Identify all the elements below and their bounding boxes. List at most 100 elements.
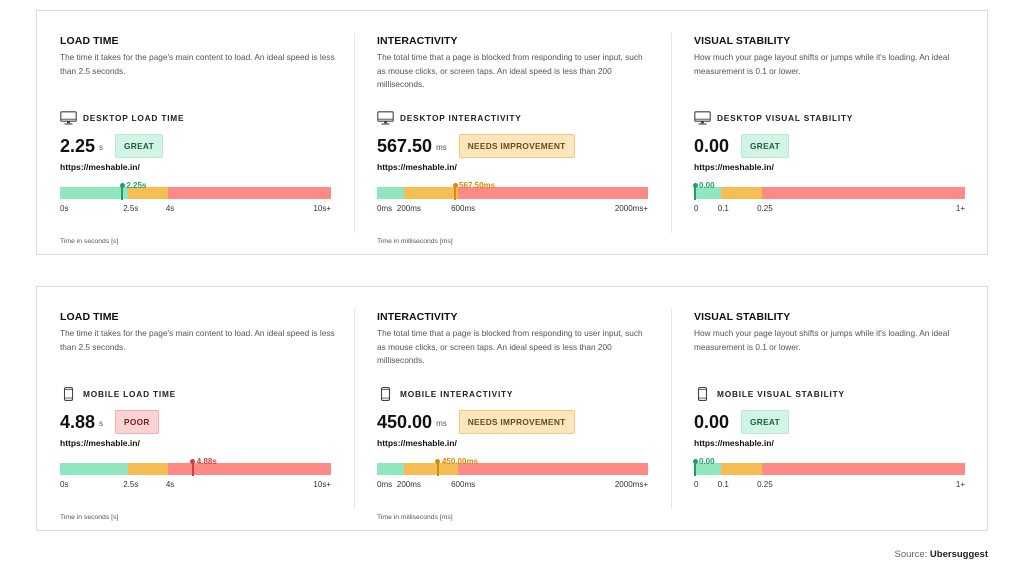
value-marker: 0.00 — [692, 181, 715, 200]
axis-tick-label: 0s — [60, 480, 69, 489]
range-bar-group: 0.00 0 0.1 0.25 1+ — [692, 175, 965, 235]
axis-tick-label: 4s — [165, 204, 175, 213]
device-heading: DESKTOP VISUAL STABILITY — [694, 111, 853, 125]
good-range-segment — [694, 463, 722, 475]
range-bar: 4.88s — [60, 457, 331, 476]
axis-tick-label: 0.25 — [757, 480, 773, 489]
desktop-monitor-icon — [694, 111, 711, 125]
axis-tick-label: 0ms — [377, 480, 393, 489]
mobile-phone-icon — [60, 387, 77, 401]
status-badge: NEEDS IMPROVEMENT — [458, 410, 575, 434]
device-heading: DESKTOP INTERACTIVITY — [377, 111, 522, 125]
marker-value-label: 567.50ms — [459, 181, 496, 190]
metric-value: 2.25 — [60, 135, 96, 156]
column-divider — [671, 309, 672, 509]
device-heading: MOBILE VISUAL STABILITY — [694, 387, 845, 401]
marker-value-label: 2.25s — [126, 181, 147, 190]
metric-column: LOAD TIME The time it takes for the page'… — [37, 11, 354, 254]
page-url: https://meshable.in/ — [60, 162, 140, 172]
metric-value-row: 2.25 s GREAT — [60, 133, 163, 159]
poor-range-segment — [458, 187, 648, 199]
value-marker: 2.25s — [119, 181, 146, 200]
page-url: https://meshable.in/ — [377, 162, 457, 172]
marker-value-label: 4.88s — [196, 457, 217, 466]
metric-description: The total time that a page is blocked fr… — [377, 328, 643, 365]
marker-pin-icon — [692, 459, 698, 464]
marker-pin-icon — [435, 459, 441, 464]
metric-column-inner: VISUAL STABILITY How much your page layou… — [692, 35, 966, 245]
source-prefix: Source: — [894, 549, 928, 560]
device-metric-label: DESKTOP VISUAL STABILITY — [717, 113, 854, 123]
axis-tick-label: 0.25 — [757, 204, 773, 213]
column-divider — [354, 33, 355, 233]
mobile-phone-icon — [377, 387, 394, 401]
device-metric-label: DESKTOP INTERACTIVITY — [400, 113, 522, 123]
good-range-segment — [60, 463, 128, 475]
marker-pin-icon — [119, 183, 125, 188]
metric-value-row: 0.00 GREAT — [694, 409, 789, 435]
axis-tick-label: 2.5s — [123, 204, 139, 213]
good-range-segment — [377, 463, 405, 475]
metric-title: INTERACTIVITY — [377, 311, 458, 323]
device-heading: MOBILE LOAD TIME — [60, 387, 176, 401]
desktop-monitor-icon — [60, 111, 77, 125]
metric-column: VISUAL STABILITY How much your page layou… — [671, 287, 988, 530]
metric-column-inner: VISUAL STABILITY How much your page layou… — [692, 311, 966, 521]
needs-improvement-range-segment — [404, 187, 459, 199]
metric-description: The total time that a page is blocked fr… — [377, 52, 643, 89]
metric-unit: s — [99, 142, 104, 152]
range-bar: 0.00 — [692, 457, 965, 476]
marker-pin-icon — [452, 183, 458, 188]
device-metric-label: DESKTOP LOAD TIME — [83, 113, 185, 123]
metric-column-inner: LOAD TIME The time it takes for the page'… — [60, 35, 335, 245]
metric-value-row: 450.00 ms NEEDS IMPROVEMENT — [377, 409, 575, 435]
source-credit: Source: Ubersuggest — [895, 549, 988, 560]
axis-tick-label: 0.1 — [717, 204, 729, 213]
axis-tick-label: 10s+ — [313, 480, 331, 489]
axis-caption: Time in milliseconds [ms] — [377, 514, 453, 521]
status-badge: GREAT — [115, 134, 163, 158]
marker-value-label: 0.00 — [699, 181, 715, 190]
axis-tick-label: 200ms — [396, 204, 421, 213]
metric-value: 0.00 — [694, 411, 730, 432]
axis-caption: Time in seconds [s] — [60, 238, 119, 245]
good-range-segment — [377, 187, 405, 199]
metric-title: LOAD TIME — [60, 311, 119, 323]
axis-tick-label: 0ms — [377, 204, 393, 213]
good-range-segment — [694, 187, 722, 199]
axis-tick-label: 0 — [694, 204, 699, 213]
metric-description: The time it takes for the page's main co… — [60, 52, 335, 76]
marker-pin-icon — [692, 183, 698, 188]
metric-value-row: 0.00 GREAT — [694, 133, 789, 159]
mobile-phone-icon — [694, 387, 711, 401]
range-bar-group: 4.88s 0s 2.5s 4s 10s+ — [60, 451, 331, 511]
desktop-monitor-icon — [377, 111, 394, 125]
needs-improvement-range-segment — [721, 463, 762, 475]
good-range-segment — [60, 187, 128, 199]
metric-column: INTERACTIVITY The total time that a page … — [354, 11, 671, 254]
axis-tick-label: 0 — [694, 480, 699, 489]
metric-column: INTERACTIVITY The total time that a page … — [354, 287, 671, 530]
needs-improvement-range-segment — [404, 463, 459, 475]
axis-tick-label: 600ms — [451, 480, 476, 489]
poor-range-segment — [761, 187, 965, 199]
status-badge: NEEDS IMPROVEMENT — [458, 134, 575, 158]
metric-value-row: 567.50 ms NEEDS IMPROVEMENT — [377, 133, 575, 159]
needs-improvement-range-segment — [127, 187, 169, 199]
metric-title: VISUAL STABILITY — [694, 311, 791, 323]
axis-tick-label: 200ms — [396, 480, 421, 489]
page-url: https://meshable.in/ — [694, 438, 774, 448]
range-bar: 0.00 — [692, 181, 965, 200]
metric-value: 0.00 — [694, 135, 730, 156]
axis-tick-label: 0s — [60, 204, 69, 213]
range-bar-group: 0.00 0 0.1 0.25 1+ — [692, 451, 965, 511]
value-marker: 4.88s — [190, 457, 217, 476]
metric-column: VISUAL STABILITY How much your page layou… — [671, 11, 988, 254]
range-bar-group: 567.50ms 0ms 200ms 600ms 2000ms+ — [377, 175, 648, 235]
metric-title: LOAD TIME — [60, 35, 119, 47]
axis-tick-label: 1+ — [955, 204, 965, 213]
device-metric-label: MOBILE VISUAL STABILITY — [717, 389, 845, 399]
device-metric-label: MOBILE INTERACTIVITY — [400, 389, 514, 399]
range-bar: 567.50ms — [377, 181, 648, 200]
device-heading: DESKTOP LOAD TIME — [60, 111, 184, 125]
